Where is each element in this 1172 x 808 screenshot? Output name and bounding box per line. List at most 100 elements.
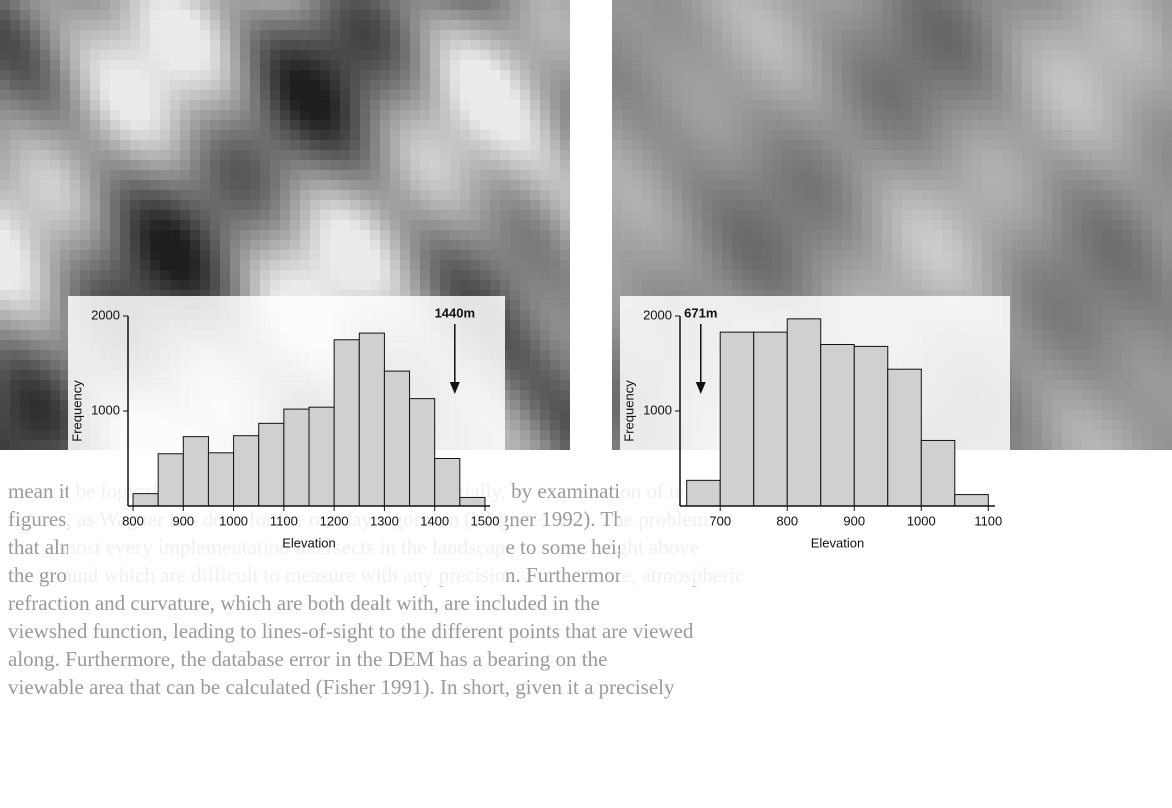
pixel <box>490 280 500 290</box>
pixel <box>150 160 160 170</box>
pixel <box>270 50 280 60</box>
pixel <box>470 260 480 270</box>
pixel <box>540 420 550 430</box>
pixel <box>360 140 370 150</box>
pixel <box>430 0 440 10</box>
pixel <box>490 140 500 150</box>
pixel <box>50 60 60 70</box>
pixel <box>942 230 952 240</box>
pixel <box>1082 290 1092 300</box>
pixel <box>672 80 682 90</box>
pixel <box>662 240 672 250</box>
pixel <box>480 130 490 140</box>
pixel <box>30 250 40 260</box>
pixel <box>1142 40 1152 50</box>
pixel <box>550 170 560 180</box>
pixel <box>852 270 862 280</box>
pixel <box>210 60 220 70</box>
pixel <box>892 250 902 260</box>
pixel <box>1082 20 1092 30</box>
pixel <box>972 50 982 60</box>
pixel <box>982 100 992 110</box>
pixel <box>20 380 30 390</box>
pixel <box>420 140 430 150</box>
pixel <box>50 420 60 430</box>
pixel <box>692 100 702 110</box>
pixel <box>120 20 130 30</box>
pixel <box>340 50 350 60</box>
pixel <box>782 20 792 30</box>
pixel <box>480 10 490 20</box>
pixel <box>0 180 10 190</box>
pixel <box>712 260 722 270</box>
pixel <box>1102 10 1112 20</box>
pixel <box>952 90 962 100</box>
pixel <box>622 80 632 90</box>
pixel <box>952 170 962 180</box>
pixel <box>1122 120 1132 130</box>
pixel <box>460 150 470 160</box>
pixel <box>140 200 150 210</box>
pixel <box>682 220 692 230</box>
pixel <box>852 40 862 50</box>
pixel <box>672 60 682 70</box>
pixel <box>1152 130 1162 140</box>
pixel <box>752 210 762 220</box>
pixel <box>1122 390 1132 400</box>
pixel <box>1122 190 1132 200</box>
pixel <box>752 260 762 270</box>
pixel <box>1052 290 1062 300</box>
pixel <box>360 160 370 170</box>
pixel <box>300 140 310 150</box>
pixel <box>390 50 400 60</box>
pixel <box>1122 250 1132 260</box>
pixel <box>1152 390 1162 400</box>
pixel <box>882 0 892 10</box>
pixel <box>390 180 400 190</box>
pixel <box>1132 120 1142 130</box>
pixel <box>420 70 430 80</box>
pixel <box>30 270 40 280</box>
pixel <box>70 0 80 10</box>
pixel <box>762 120 772 130</box>
pixel <box>632 210 642 220</box>
pixel <box>912 0 922 10</box>
pixel <box>450 110 460 120</box>
pixel <box>410 270 420 280</box>
pixel <box>1092 20 1102 30</box>
pixel <box>230 120 240 130</box>
pixel <box>380 0 390 10</box>
pixel <box>612 150 622 160</box>
pixel <box>1012 200 1022 210</box>
pixel <box>812 80 822 90</box>
pixel <box>400 110 410 120</box>
pixel <box>1152 50 1162 60</box>
pixel <box>260 270 270 280</box>
pixel <box>390 220 400 230</box>
pixel <box>922 260 932 270</box>
pixel <box>1112 360 1122 370</box>
pixel <box>480 50 490 60</box>
pixel <box>1082 250 1092 260</box>
pixel <box>50 0 60 10</box>
pixel <box>260 110 270 120</box>
pixel <box>40 150 50 160</box>
pixel <box>20 160 30 170</box>
pixel <box>1062 240 1072 250</box>
pixel <box>872 190 882 200</box>
pixel <box>692 220 702 230</box>
pixel <box>440 50 450 60</box>
pixel <box>742 120 752 130</box>
pixel <box>560 120 570 130</box>
pixel <box>952 80 962 90</box>
pixel <box>340 80 350 90</box>
pixel <box>752 90 762 100</box>
pixel <box>50 290 60 300</box>
pixel <box>1132 160 1142 170</box>
pixel <box>972 20 982 30</box>
pixel <box>250 80 260 90</box>
pixel <box>722 220 732 230</box>
pixel <box>1142 340 1152 350</box>
pixel <box>380 150 390 160</box>
pixel <box>792 140 802 150</box>
